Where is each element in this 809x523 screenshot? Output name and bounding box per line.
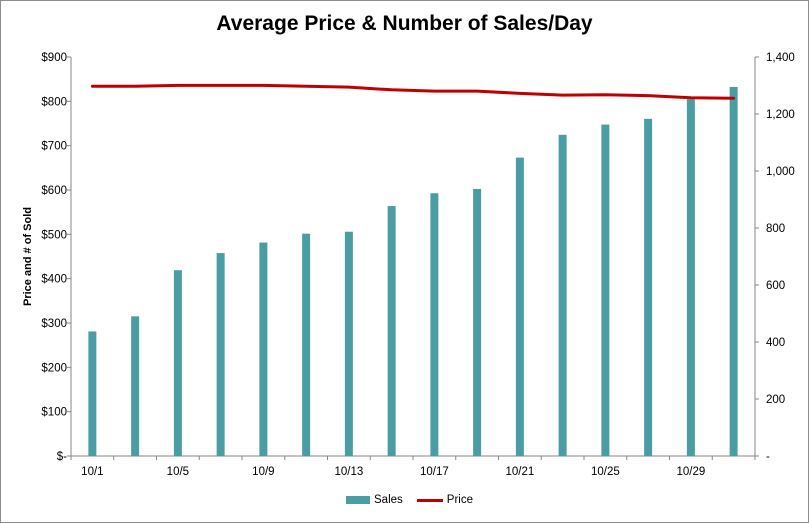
bar-sales [344,231,353,456]
bar-sales [473,188,482,456]
y-right-tick-label: 200 [766,394,785,406]
bar-sales [644,118,653,456]
x-tick-label: 10/13 [334,466,363,478]
y-right-tick-label: 1,000 [766,166,795,178]
y-left-tick-label: $500 [41,229,67,241]
bar-sales [131,316,140,456]
x-tick-label: 10/25 [591,466,620,478]
legend-item-price: Price [416,494,473,506]
y-left-tick-label: $900 [41,52,67,64]
x-tick-label: 10/21 [505,466,534,478]
y-right-tick-label: 600 [766,280,785,292]
bar-sales [515,157,524,457]
bar-sales [558,134,567,456]
bar-sales [173,270,182,456]
y-left-tick-label: $400 [41,274,67,286]
y-left-tick-label: $- [57,451,67,463]
bar-sales [686,99,695,457]
legend-swatch-price [416,498,443,502]
line-price [90,83,736,100]
bar-sales [302,233,311,456]
y-right-tick-label: - [766,451,770,463]
y-right-tick-label: 800 [766,223,785,235]
y-axis-left-title: Price and # of Sold [22,207,34,306]
x-tick-label: 10/17 [420,466,449,478]
y-left-tick-label: $800 [41,96,67,108]
bar-sales [729,86,738,457]
x-tick-label: 10/9 [252,466,274,478]
bar-sales [216,253,225,456]
x-tick-label: 10/1 [81,466,103,478]
y-left-tick-label: $100 [41,407,67,419]
bar-sales [430,193,439,457]
x-tick-label: 10/29 [676,466,705,478]
bar-sales [601,124,610,457]
y-left-tick-label: $200 [41,362,67,374]
y-left-tick-label: $700 [41,141,67,153]
x-tick-label: 10/5 [167,466,189,478]
bar-sales [387,206,396,456]
legend-label-price: Price [446,494,473,506]
y-right-tick-label: 1,400 [766,52,795,64]
bar-sales [259,242,268,456]
bar-sales [88,331,97,456]
legend-swatch-sales [346,496,370,504]
y-right-tick-label: 400 [766,337,785,349]
legend-label-sales: Sales [374,494,403,506]
y-right-tick-label: 1,200 [766,109,795,121]
y-left-tick-label: $600 [41,185,67,197]
y-left-tick-label: $300 [41,318,67,330]
chart-title: Average Price & Number of Sales/Day [216,12,593,35]
chart-legend: Sales Price [346,494,487,506]
legend-item-sales: Sales [346,494,403,506]
